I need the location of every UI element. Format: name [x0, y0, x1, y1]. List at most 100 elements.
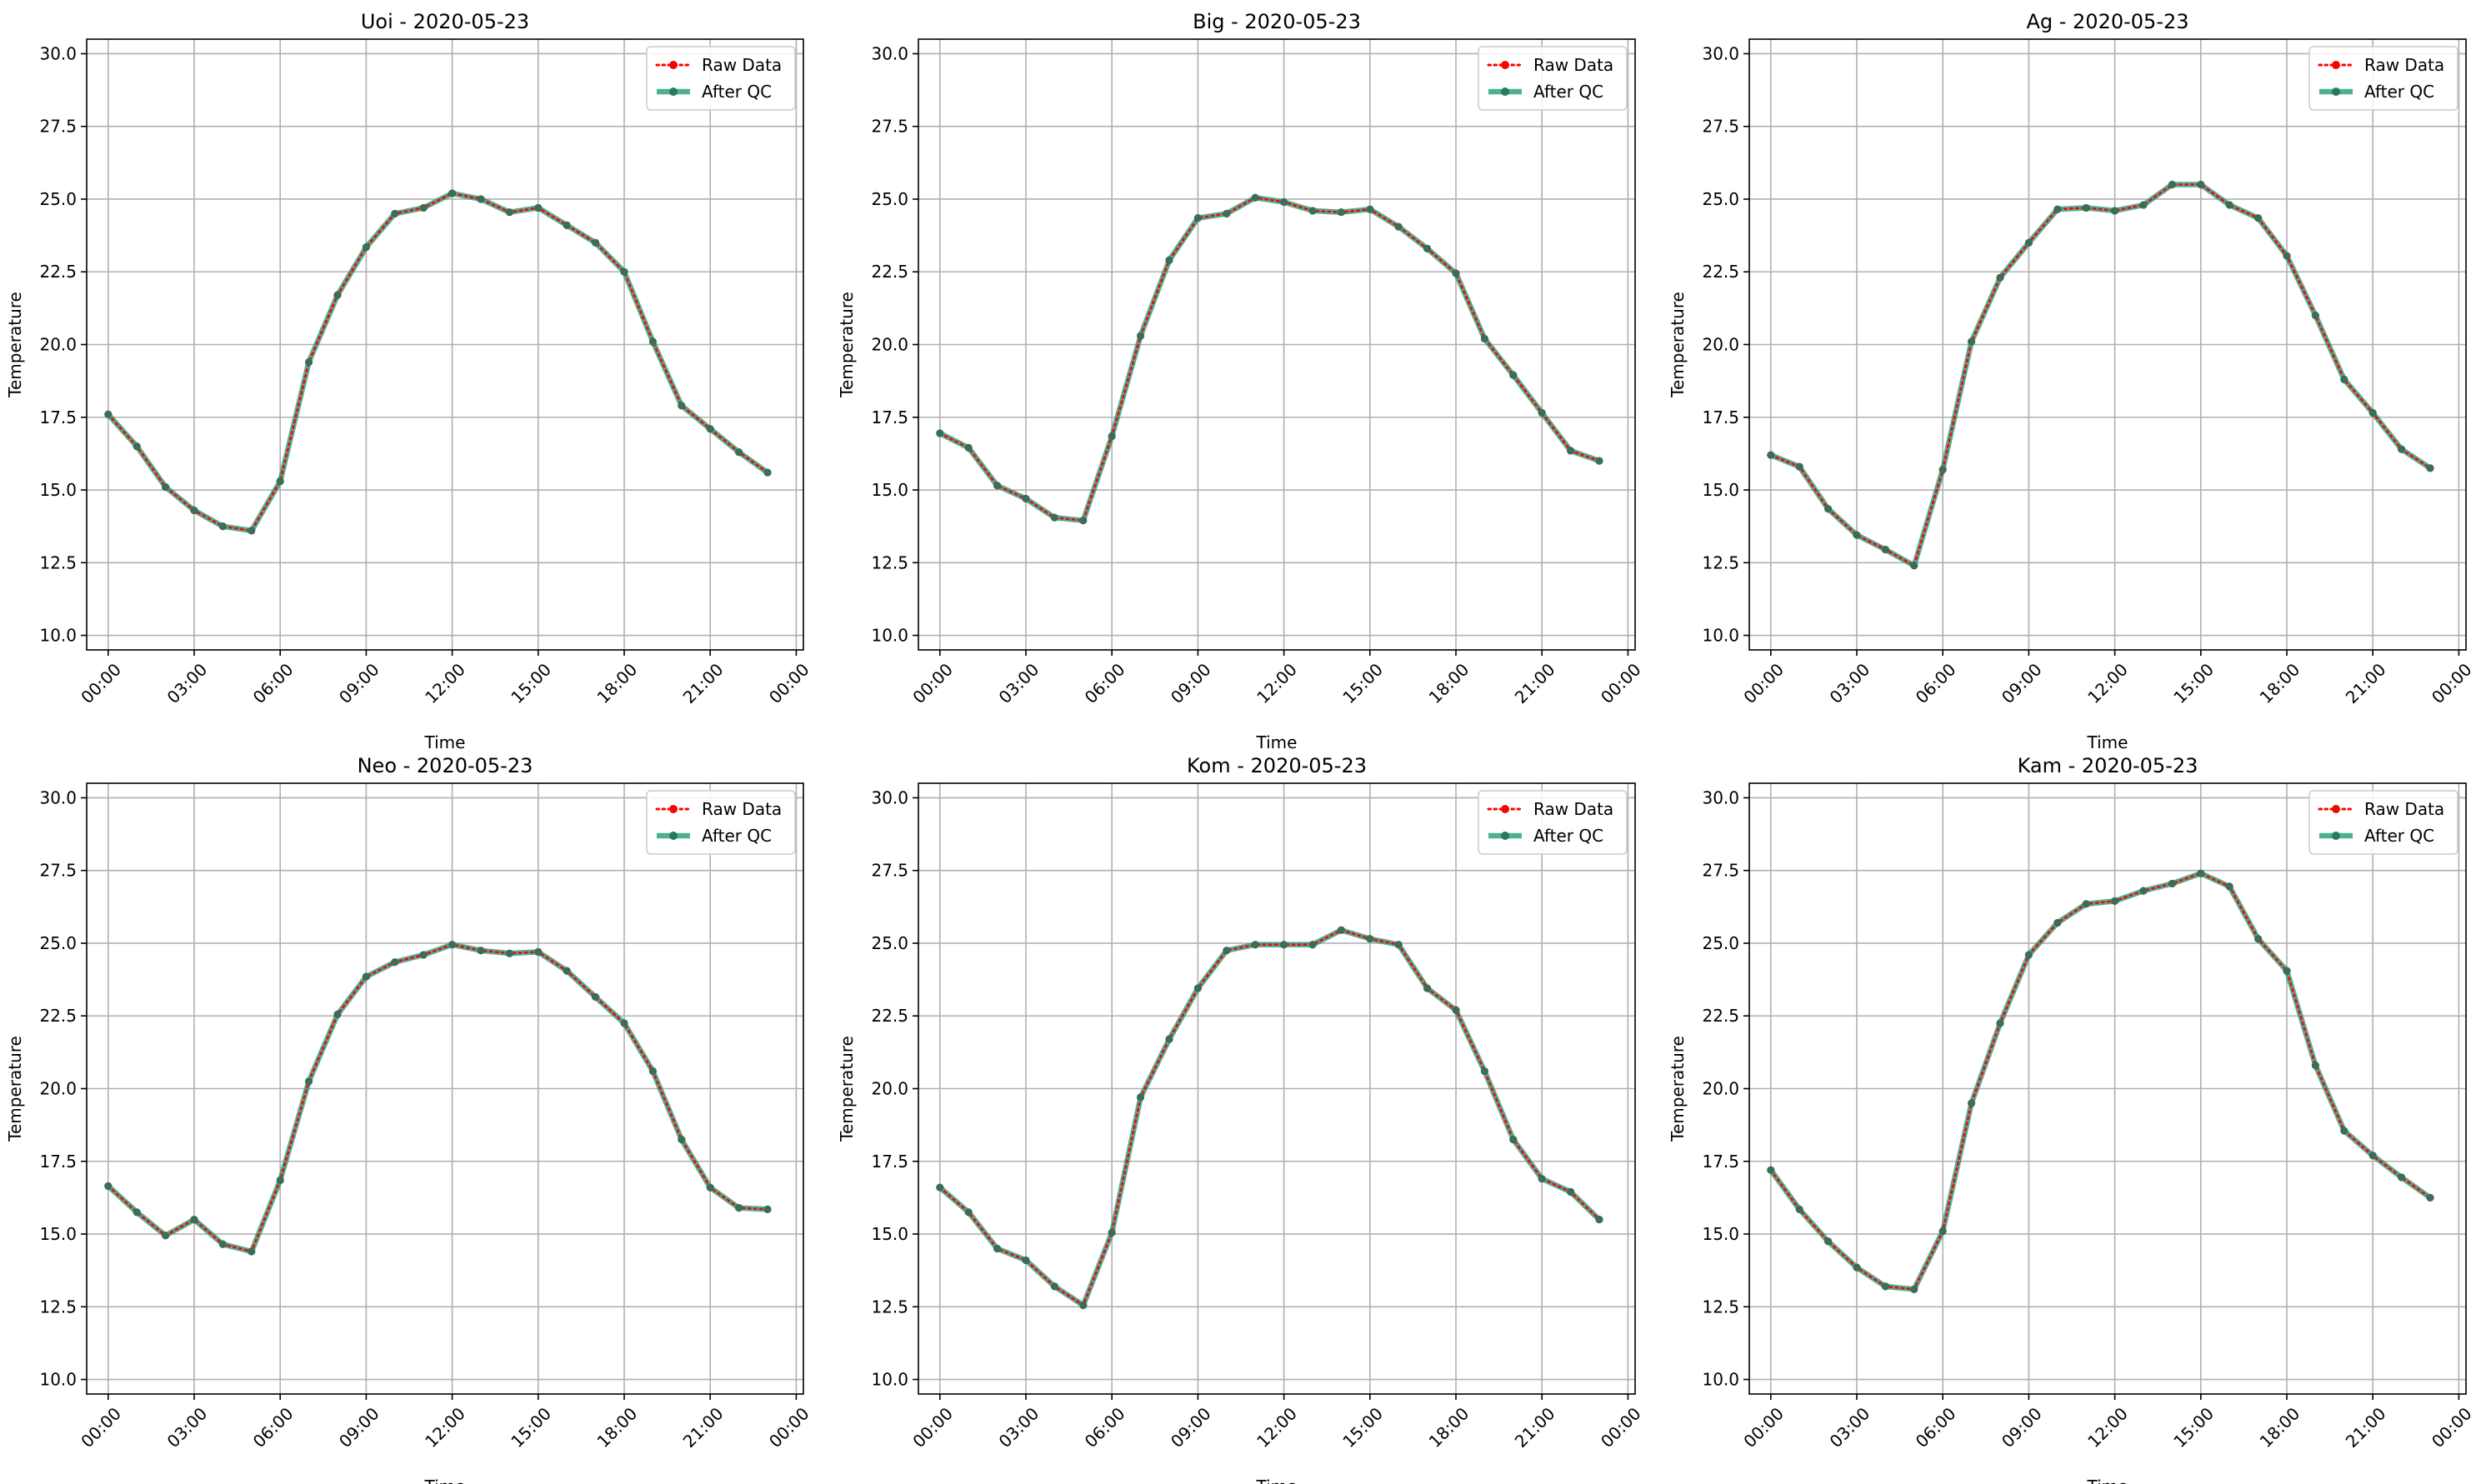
after-qc-point [218, 1240, 227, 1248]
after-qc-point [706, 425, 714, 433]
legend-raw-data-label: Raw Data [2364, 799, 2444, 819]
after-qc-point [133, 442, 141, 451]
x-tick-label: 03:00 [163, 1403, 212, 1452]
y-tick-label: 12.5 [1702, 552, 1739, 572]
y-tick-label: 22.5 [39, 262, 77, 282]
x-axis-label: Time [1256, 1477, 1298, 1484]
after-qc-point [333, 1010, 342, 1019]
y-tick-label: 22.5 [871, 262, 908, 282]
y-tick-label: 22.5 [39, 1006, 77, 1026]
after-qc-point [391, 958, 399, 967]
y-tick-label: 22.5 [1702, 1006, 1739, 1026]
legend-raw-data-label: Raw Data [1533, 799, 1613, 819]
after-qc-point [1480, 1067, 1488, 1076]
legend-raw-data-marker [669, 61, 678, 69]
after-qc-point [333, 291, 342, 299]
after-qc-point [1193, 214, 1202, 222]
x-tick-label: 00:00 [765, 1403, 813, 1452]
y-tick-label: 15.0 [871, 480, 908, 500]
x-tick-label: 15:00 [2169, 1403, 2218, 1452]
y-tick-label: 27.5 [39, 861, 77, 881]
after-qc-point [1509, 371, 1518, 379]
y-tick-label: 20.0 [1702, 335, 1739, 355]
after-qc-point [620, 1019, 628, 1027]
y-axis-label: Temperature [5, 292, 25, 398]
x-tick-label: 00:00 [1739, 659, 1788, 707]
after-qc-point [2311, 311, 2319, 320]
x-tick-label: 18:00 [593, 1403, 642, 1452]
x-tick-label: 09:00 [1998, 1403, 2046, 1452]
after-qc-point [648, 1067, 658, 1076]
after-qc-point [2225, 882, 2233, 891]
x-tick-label: 21:00 [1511, 1403, 1559, 1452]
y-tick-label: 20.0 [1702, 1079, 1739, 1099]
x-tick-label: 15:00 [2169, 659, 2218, 707]
y-tick-label: 17.5 [39, 407, 77, 427]
series-raw-data-line [107, 943, 769, 1253]
after-qc-point [1595, 457, 1603, 465]
after-qc-point [477, 195, 485, 203]
after-qc-point [2168, 180, 2176, 189]
series-raw-data-line [938, 928, 1601, 1307]
after-qc-point [1337, 208, 1345, 217]
x-tick-label: 06:00 [249, 1403, 298, 1452]
y-tick-label: 17.5 [1702, 1152, 1739, 1172]
legend: Raw Data After QC [1478, 46, 1628, 111]
after-qc-point [763, 468, 772, 477]
after-qc-point [1795, 1205, 1803, 1213]
y-tick-label: 25.0 [1702, 189, 1739, 209]
after-qc-point [1223, 209, 1231, 218]
after-qc-point [276, 1176, 284, 1185]
legend-raw-data-label: Raw Data [2364, 55, 2444, 75]
after-qc-point [1567, 1187, 1575, 1197]
subplot-title: Uoi - 2020-05-23 [361, 10, 529, 33]
y-axis-label: Temperature [5, 1036, 25, 1142]
legend-after-qc-label: After QC [702, 826, 772, 846]
x-tick-label: 06:00 [1912, 1403, 1960, 1452]
after-qc-point [534, 203, 543, 212]
legend-raw-data-marker [1501, 61, 1509, 69]
x-tick-label: 18:00 [593, 659, 642, 707]
after-qc-point [1280, 941, 1288, 949]
after-qc-point [1137, 1093, 1145, 1102]
after-qc-point [1996, 273, 2004, 282]
after-qc-point [1308, 941, 1317, 949]
x-tick-label: 00:00 [2428, 1403, 2476, 1452]
after-qc-point [1165, 256, 1173, 264]
y-tick-label: 27.5 [39, 117, 77, 137]
after-qc-point [1394, 941, 1403, 949]
after-qc-point [1423, 244, 1432, 252]
y-tick-label: 25.0 [871, 933, 908, 953]
x-tick-label: 18:00 [1425, 1403, 1473, 1452]
after-qc-point [448, 189, 457, 197]
after-qc-point [2053, 918, 2062, 927]
subplot-6: 10.0 12.5 15.0 17.5 20.0 22.5 25.0 27.5 30.0 00:0… [1668, 754, 2476, 1484]
after-qc-point [2197, 180, 2205, 189]
after-qc-point [248, 1247, 256, 1256]
after-qc-point [362, 972, 370, 981]
x-tick-label: 03:00 [163, 659, 212, 707]
y-axis-label: Temperature [837, 292, 857, 398]
after-qc-point [1022, 494, 1030, 503]
x-tick-label: 03:00 [1826, 659, 1874, 707]
after-qc-point [1767, 1166, 1775, 1174]
x-tick-label: 00:00 [908, 1403, 957, 1452]
legend-raw-data-label: Raw Data [702, 55, 782, 75]
after-qc-point [964, 443, 973, 452]
after-qc-point [505, 949, 514, 957]
after-qc-point [1165, 1035, 1173, 1043]
after-qc-point [1280, 197, 1288, 207]
after-qc-point [1538, 408, 1546, 417]
after-qc-point [1824, 1237, 1833, 1246]
y-tick-label: 20.0 [871, 335, 908, 355]
subplot-title: Kom - 2020-05-23 [1187, 754, 1367, 777]
after-qc-point [1968, 1099, 1976, 1107]
y-tick-label: 12.5 [871, 552, 908, 572]
after-qc-point [2426, 1193, 2434, 1202]
after-qc-point [448, 941, 457, 949]
y-tick-label: 25.0 [871, 189, 908, 209]
y-tick-label: 27.5 [871, 117, 908, 137]
after-qc-point [477, 947, 485, 955]
after-qc-point [592, 992, 600, 1002]
after-qc-point [993, 482, 1002, 490]
